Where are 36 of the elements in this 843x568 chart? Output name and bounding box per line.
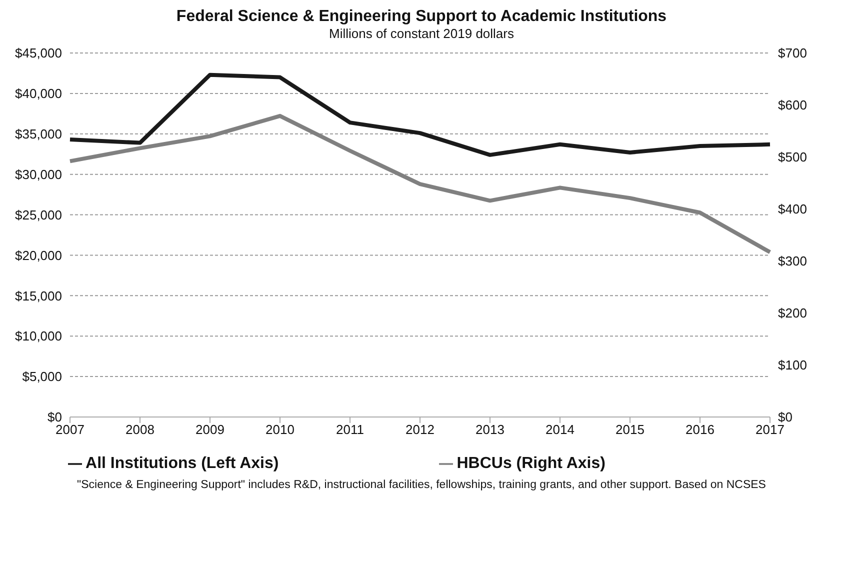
y-tick-label: $40,000: [15, 86, 62, 102]
x-tick-label: 2011: [336, 422, 364, 438]
x-tick-label: 2017: [756, 422, 784, 438]
y-tick-label: $20,000: [15, 248, 62, 263]
text: "Science & Engineering Support" includes R&D, instructional facilities, fellowships, training grants, and other support. Based on NCSES: [76, 479, 767, 491]
chart-title: Federal Science & Engineering Support to Academic Institutions: [175, 8, 668, 26]
chart-subtitle: Millions of constant 2019 dollars: [328, 26, 515, 41]
y2-tick-label: $300: [778, 254, 807, 269]
line-series: [68, 114, 772, 254]
y2-tick-label: $500: [778, 150, 807, 165]
x-tick-label: 2016: [686, 422, 714, 438]
y-tick-label: $15,000: [15, 288, 62, 304]
y-tick-label: $5,000: [22, 369, 62, 384]
x-tick-label: 2014: [546, 422, 574, 438]
y2-tick-label: $600: [778, 98, 807, 113]
legend-label: HBCUs (Right Axis): [456, 455, 606, 472]
y-tick-label: $35,000: [15, 126, 62, 142]
y-tick-label: $30,000: [15, 166, 62, 182]
x-tick-label: 2012: [406, 422, 434, 438]
x-tick-label: 2013: [476, 422, 504, 438]
x-tick-label: 2007: [56, 422, 84, 438]
y-tick-label: $0: [48, 410, 62, 425]
y-tick-label: $25,000: [15, 207, 62, 222]
x-tick-label: 2015: [616, 422, 644, 438]
y2-tick-label: $700: [778, 46, 807, 61]
y2-tick-label: $100: [778, 358, 807, 373]
legend-label: All Institutions (Left Axis): [86, 455, 279, 472]
x-tick-label: 2008: [126, 422, 154, 438]
y2-tick-label: $200: [778, 306, 807, 321]
y2-tick-label: $0: [778, 410, 792, 425]
y-tick-label: $45,000: [15, 46, 62, 61]
x-tick-label: 2010: [266, 422, 294, 438]
y2-tick-label: $400: [778, 202, 807, 217]
y-tick-label: $10,000: [15, 328, 62, 344]
line-series: [68, 72, 772, 157]
x-tick-label: 2009: [196, 422, 224, 438]
